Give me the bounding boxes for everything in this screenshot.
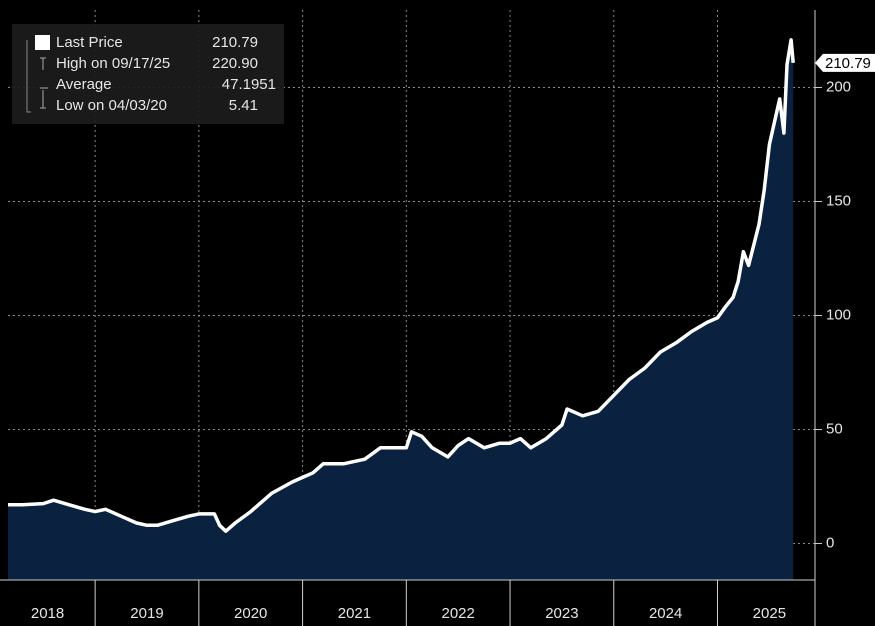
price-line: [8, 38, 795, 533]
legend-value: 210.79: [212, 34, 258, 51]
area-fill: [8, 39, 794, 580]
y-tick-label: 0: [826, 534, 834, 551]
legend-swatch: [35, 35, 50, 50]
x-tick-label: 2024: [649, 605, 682, 622]
last-price-label: 210.79: [825, 55, 871, 72]
x-tick-label: 2021: [338, 605, 371, 622]
legend-label: Average: [56, 76, 112, 93]
legend-label: Low on 04/03/20: [56, 97, 167, 114]
x-tick-label: 2020: [234, 605, 267, 622]
plot-area: [8, 10, 815, 580]
legend-label: Last Price: [56, 34, 123, 51]
x-tick-label: 2018: [31, 605, 64, 622]
x-tick-label: 2019: [130, 605, 163, 622]
legend-label: High on 09/17/25: [56, 55, 170, 72]
legend-icon: [40, 57, 48, 109]
y-tick-label: 200: [826, 78, 851, 95]
last-price-tag: [815, 53, 875, 72]
x-tick-label: 2025: [753, 605, 786, 622]
x-tick-label: 2022: [441, 605, 474, 622]
y-tick-label: 100: [826, 306, 851, 323]
legend: Last Price 210.79 High on 09/17/25 220.90 Av…: [26, 34, 276, 114]
legend-value: 5.41: [229, 97, 258, 114]
legend-tree: [26, 40, 31, 113]
legend-value: 47.1951: [222, 76, 276, 93]
x-tick-label: 2023: [545, 605, 578, 622]
y-tick-label: 50: [826, 420, 843, 437]
legend-box: [12, 24, 284, 124]
legend-value: 220.90: [212, 55, 258, 72]
y-tick-label: 150: [826, 192, 851, 209]
